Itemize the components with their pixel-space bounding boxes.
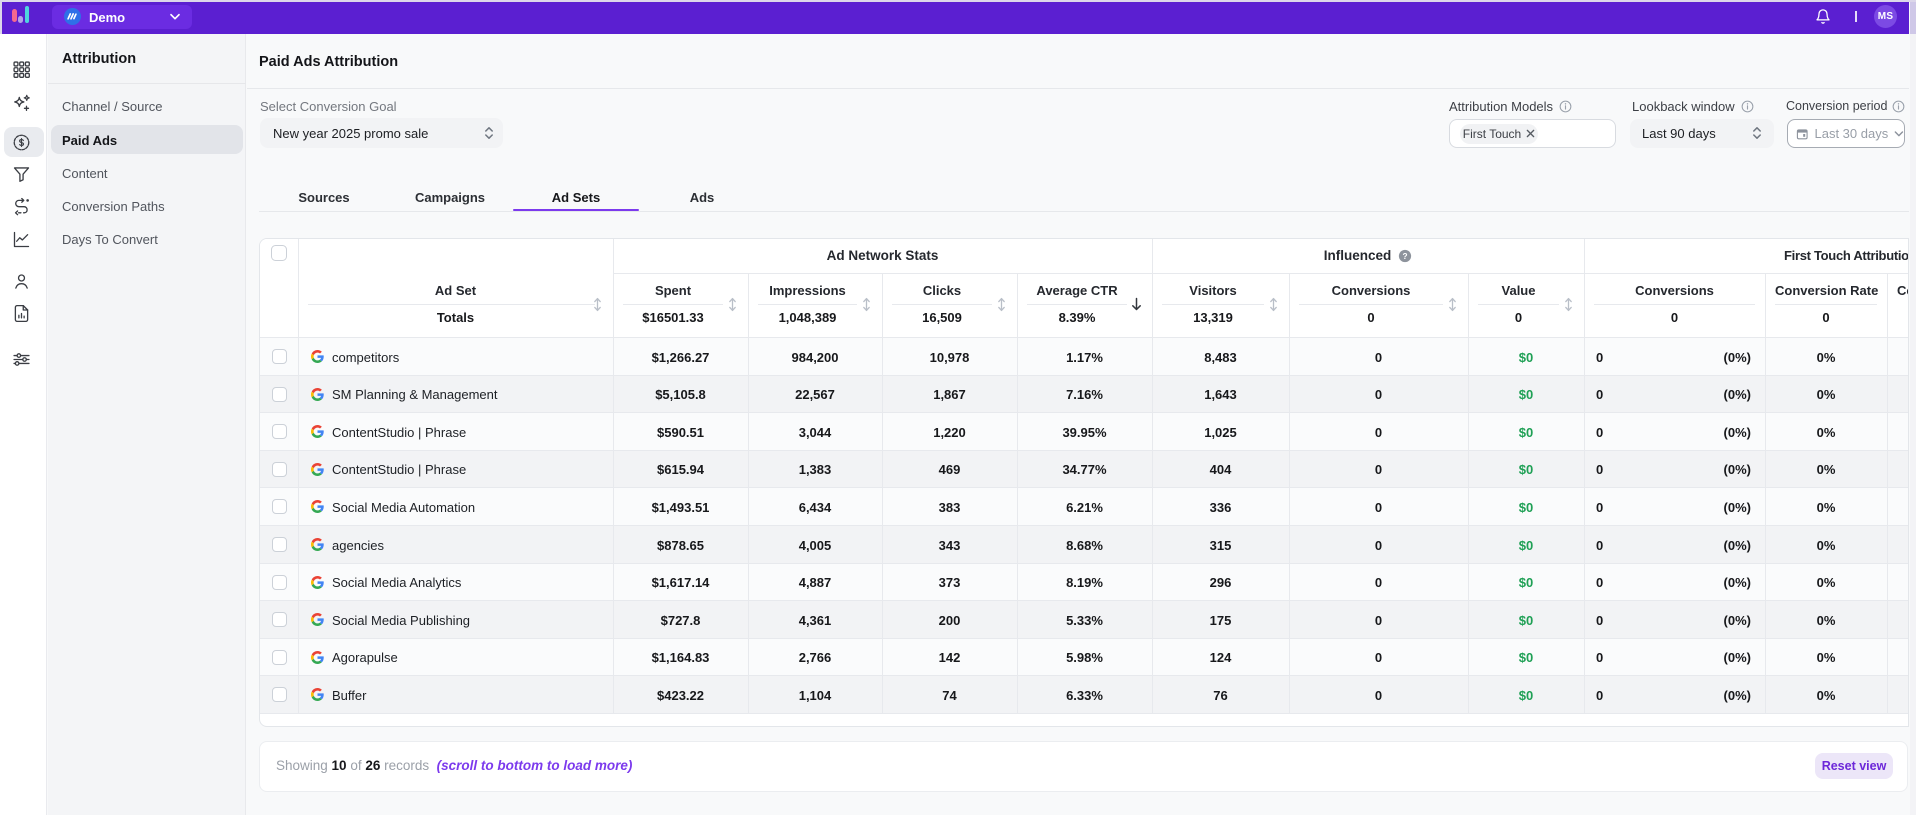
svg-text:?: ?: [1403, 250, 1408, 260]
